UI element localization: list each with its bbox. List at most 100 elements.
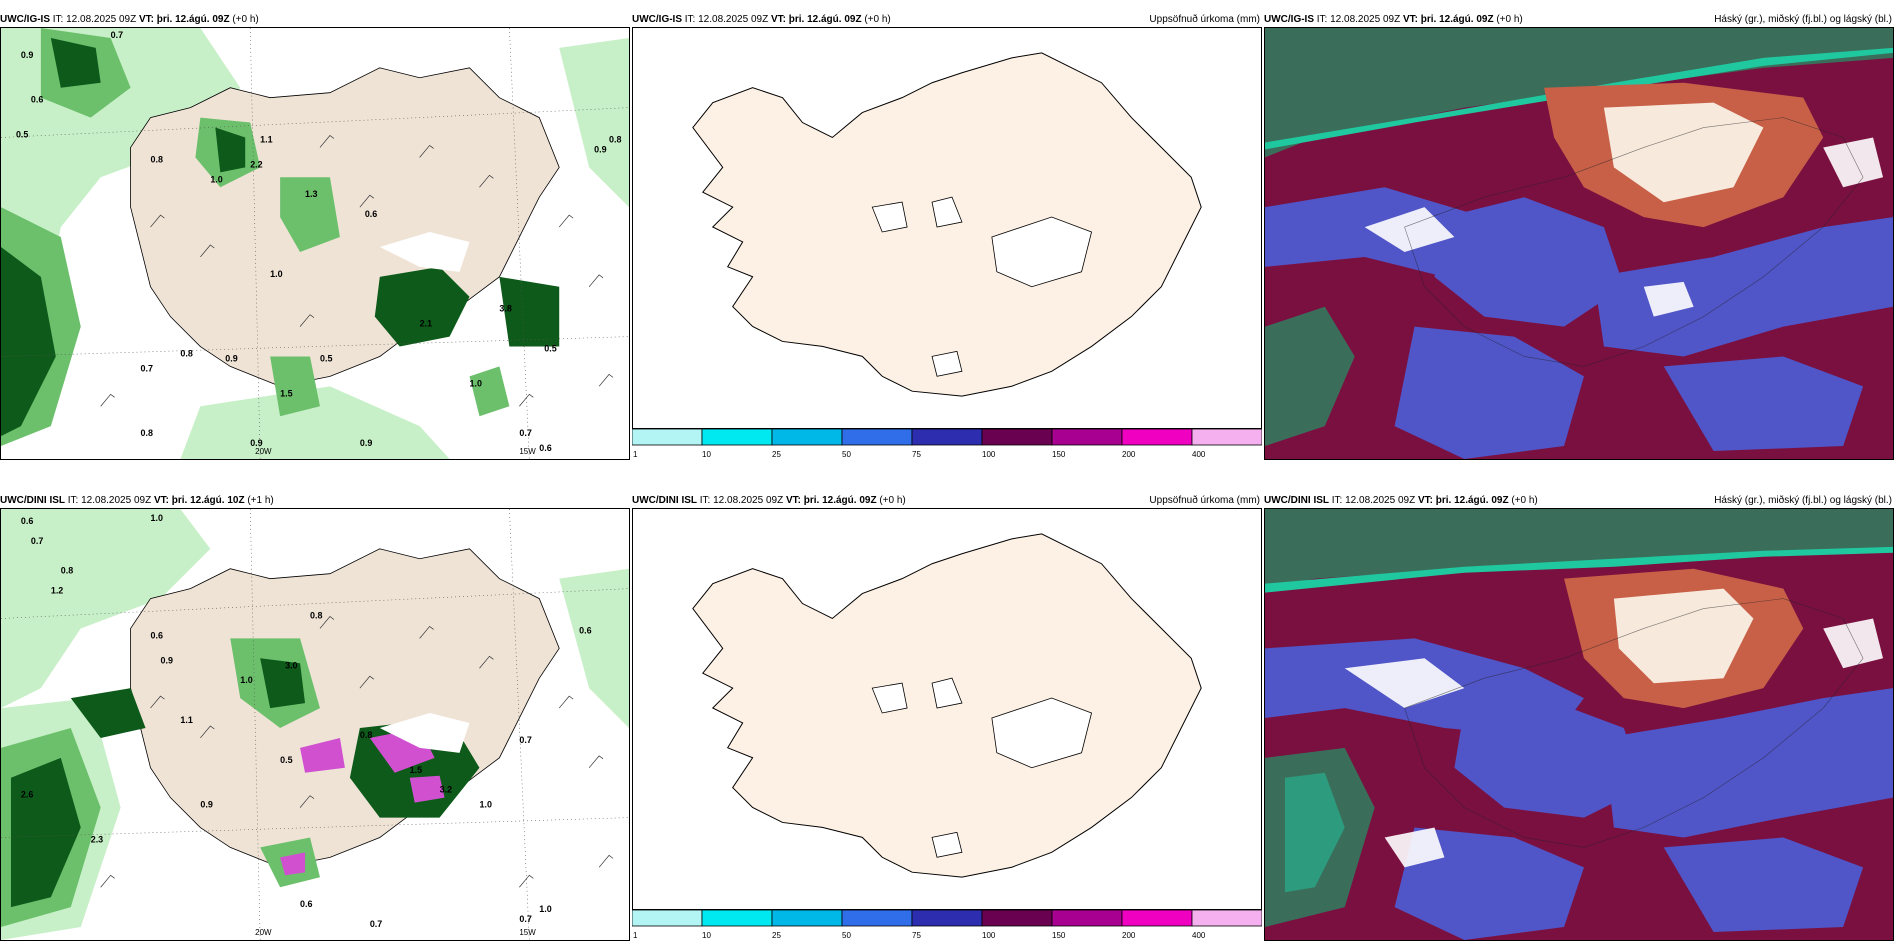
vt-value: þri. 12.ágú. 10Z [171,495,245,506]
it-value: 12.08.2025 09Z [1345,495,1416,506]
precip-value: 0.7 [519,735,531,745]
precip-value: 1.2 [51,586,63,596]
legend-swatch [1051,909,1123,927]
vt-value: þri. 12.ágú. 09Z [788,14,862,25]
precip-value: 1.5 [410,765,422,775]
precip-value: 3.8 [499,304,511,314]
legend-swatch [631,909,703,927]
legend-swatch [841,428,913,446]
panel-header: UWC/IG-IS IT: 12.08.2025 09Z VT: þri. 12… [0,12,630,27]
precip-value: 0.6 [539,443,551,453]
clouds-map [1265,509,1893,940]
legend-swatch [911,428,983,446]
vt-value: þri. 12.ágú. 09Z [803,495,877,506]
precip-value: 0.7 [111,30,123,40]
legend-swatch [1191,428,1263,446]
vt-value: þri. 12.ágú. 09Z [156,14,230,25]
map-frame [1264,508,1894,941]
precip-value: 0.8 [61,566,73,576]
legend-tick: 100 [982,450,996,459]
precip-value: 0.6 [31,95,43,105]
precip-value: 0.7 [31,536,43,546]
vt-value: þri. 12.ágú. 09Z [1435,495,1509,506]
legend-swatch [981,909,1053,927]
color-legend: 1 10 25 50 75 100 150 200 400 [631,909,1263,941]
map-title: Háský (gr.), miðský (fj.bl.) og lágský (… [1714,14,1892,25]
precip-value: 0.9 [21,50,33,60]
precip-value: 0.8 [180,348,192,358]
map-panel-igis-clouds: UWC/IG-IS IT: 12.08.2025 09Z VT: þri. 12… [1264,12,1894,460]
precip-value: 0.8 [360,730,372,740]
precip-value: 0.8 [151,154,163,164]
legend-tick: 200 [1122,450,1136,459]
map-frame [1264,27,1894,460]
legend-tick: 400 [1192,931,1206,940]
precip-value: 1.0 [151,513,163,523]
map-panel-igis-precip-wind: UWC/IG-IS IT: 12.08.2025 09Z VT: þri. 12… [0,12,630,460]
model-name: UWC/DINI ISL [632,495,697,506]
model-name: UWC/IG-IS [0,14,50,25]
legend-tick: 10 [702,450,711,459]
panel-header: UWC/DINI ISL IT: 12.08.2025 09Z VT: þri.… [0,493,630,508]
legend-swatch [1051,428,1123,446]
precip-value: 1.0 [240,675,252,685]
it-value: 12.08.2025 09Z [81,495,152,506]
it-value: 12.08.2025 09Z [698,14,769,25]
grid-label-20w: 20W [255,447,272,456]
it-value: 12.08.2025 09Z [66,14,137,25]
map-frame [632,508,1262,910]
it-label: IT: [67,495,79,506]
precip-value: 0.9 [225,353,237,363]
legend-swatch [981,428,1053,446]
lead-time: (+0 h) [864,14,891,25]
legend-tick: 50 [842,931,851,940]
precip-value: 1.3 [305,189,317,199]
legend-swatch [1121,909,1193,927]
precip-value: 1.1 [260,134,272,144]
grid-label-15w: 15W [519,928,536,937]
map-title: Uppsöfnuð úrkoma (mm) [1149,14,1260,25]
it-label: IT: [684,14,696,25]
lead-time: (+0 h) [1511,495,1538,506]
precip-value: 0.7 [519,914,531,924]
grid-label-20w: 20W [255,928,272,937]
grid-label-15w: 15W [519,447,536,456]
legend-tick: 100 [982,931,996,940]
precip-value: 0.5 [544,344,556,354]
map-panel-igis-accum-precip: UWC/IG-IS IT: 12.08.2025 09Z VT: þri. 12… [631,12,1263,460]
precip-value: 0.6 [21,516,33,526]
map-frame: 20W 15W 0.6 0.7 1.0 0.8 1.2 0.9 1.1 0.6 … [0,508,630,941]
vt-label: VT: [153,495,169,506]
precip-value: 3.0 [285,660,297,670]
precip-value: 3.2 [440,785,452,795]
precip-value: 0.7 [519,428,531,438]
panel-header: UWC/IG-IS IT: 12.08.2025 09Z VT: þri. 12… [632,12,1262,27]
precip-value: 1.0 [479,800,491,810]
lead-time: (+0 h) [232,14,259,25]
legend-tick: 1 [633,450,638,459]
legend-swatch [631,428,703,446]
legend-tick: 50 [842,450,851,459]
model-name: UWC/IG-IS [1264,14,1314,25]
precip-value: 0.7 [370,919,382,929]
it-label: IT: [52,14,64,25]
accum-precip-map [633,509,1261,909]
model-name: UWC/DINI ISL [1264,495,1329,506]
lead-time: (+1 h) [247,495,274,506]
legend-tick: 150 [1052,450,1066,459]
vt-label: VT: [770,14,786,25]
precip-value: 0.9 [160,655,172,665]
precip-value: 0.9 [200,800,212,810]
legend-swatch [701,428,773,446]
panel-header: UWC/IG-IS IT: 12.08.2025 09Z VT: þri. 12… [1264,12,1894,27]
precip-value: 2.2 [250,159,262,169]
legend-swatch [1191,909,1263,927]
legend-tick: 75 [912,931,921,940]
precip-value: 0.6 [151,630,163,640]
map-panel-dini-clouds: UWC/DINI ISL IT: 12.08.2025 09Z VT: þri.… [1264,493,1894,941]
legend-tick: 1 [633,931,638,940]
precip-value: 1.0 [470,378,482,388]
color-legend: 1 10 25 50 75 100 150 200 400 [631,428,1263,460]
precip-value: 2.6 [21,790,33,800]
it-value: 12.08.2025 09Z [713,495,784,506]
